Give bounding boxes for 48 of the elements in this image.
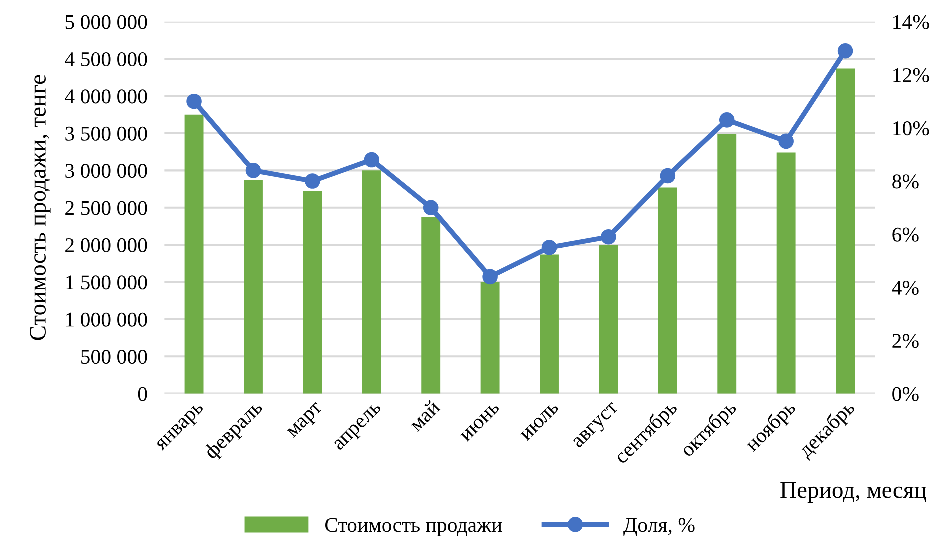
y-tick-label: 5 000 000 <box>66 15 148 30</box>
y2-tick-label: 12% <box>894 68 930 83</box>
legend-label: Доля, % <box>624 518 695 536</box>
y-tick-label: 1 500 000 <box>66 276 148 290</box>
y-axis-title: Стоимость продажи, тенге <box>30 75 51 340</box>
bar <box>184 114 204 394</box>
bar <box>303 191 322 394</box>
y-tick-label: 4 000 000 <box>65 90 148 104</box>
bar <box>480 282 500 394</box>
bar <box>599 245 618 394</box>
point <box>482 269 498 285</box>
y2-tick-label: 2% <box>892 334 919 348</box>
legend-label: Стоимость продажи <box>326 518 502 536</box>
y-tick-label: 4 500 000 <box>65 52 148 67</box>
y-tick-label: 3 000 000 <box>66 164 148 178</box>
bar <box>776 152 796 394</box>
point <box>838 43 854 59</box>
y2-tick-label: 4% <box>892 280 919 296</box>
y2-tick-label: 8% <box>892 174 919 189</box>
bar <box>540 254 559 394</box>
bar <box>658 188 678 394</box>
point <box>364 152 380 168</box>
point <box>246 163 262 178</box>
point <box>660 168 676 184</box>
bar <box>422 218 441 394</box>
y2-tick-label: 0% <box>892 387 919 402</box>
x-tick-label: май <box>408 399 442 432</box>
bar <box>836 68 855 394</box>
point <box>778 134 794 150</box>
bar <box>244 180 263 394</box>
y2-tick-label: 6% <box>892 228 919 242</box>
y-tick-label: 3 500 000 <box>66 126 148 141</box>
y-tick-label: 500 000 <box>82 350 148 364</box>
y-tick-label: 1 000 000 <box>66 312 148 327</box>
point <box>423 200 439 216</box>
y2-tick-label: 10% <box>894 122 930 136</box>
x-axis-title: Период, месяц <box>780 482 926 504</box>
point <box>186 94 202 110</box>
bar <box>718 134 737 394</box>
point <box>542 240 558 256</box>
y-tick-label: 2 500 000 <box>66 201 148 216</box>
y-tick-label: 2 000 000 <box>66 238 148 252</box>
y2-tick-label: 14% <box>894 15 930 30</box>
point <box>719 112 735 128</box>
point <box>305 174 320 189</box>
point <box>601 229 616 245</box>
y-tick-label: 0 <box>138 387 148 402</box>
bar <box>362 170 382 394</box>
